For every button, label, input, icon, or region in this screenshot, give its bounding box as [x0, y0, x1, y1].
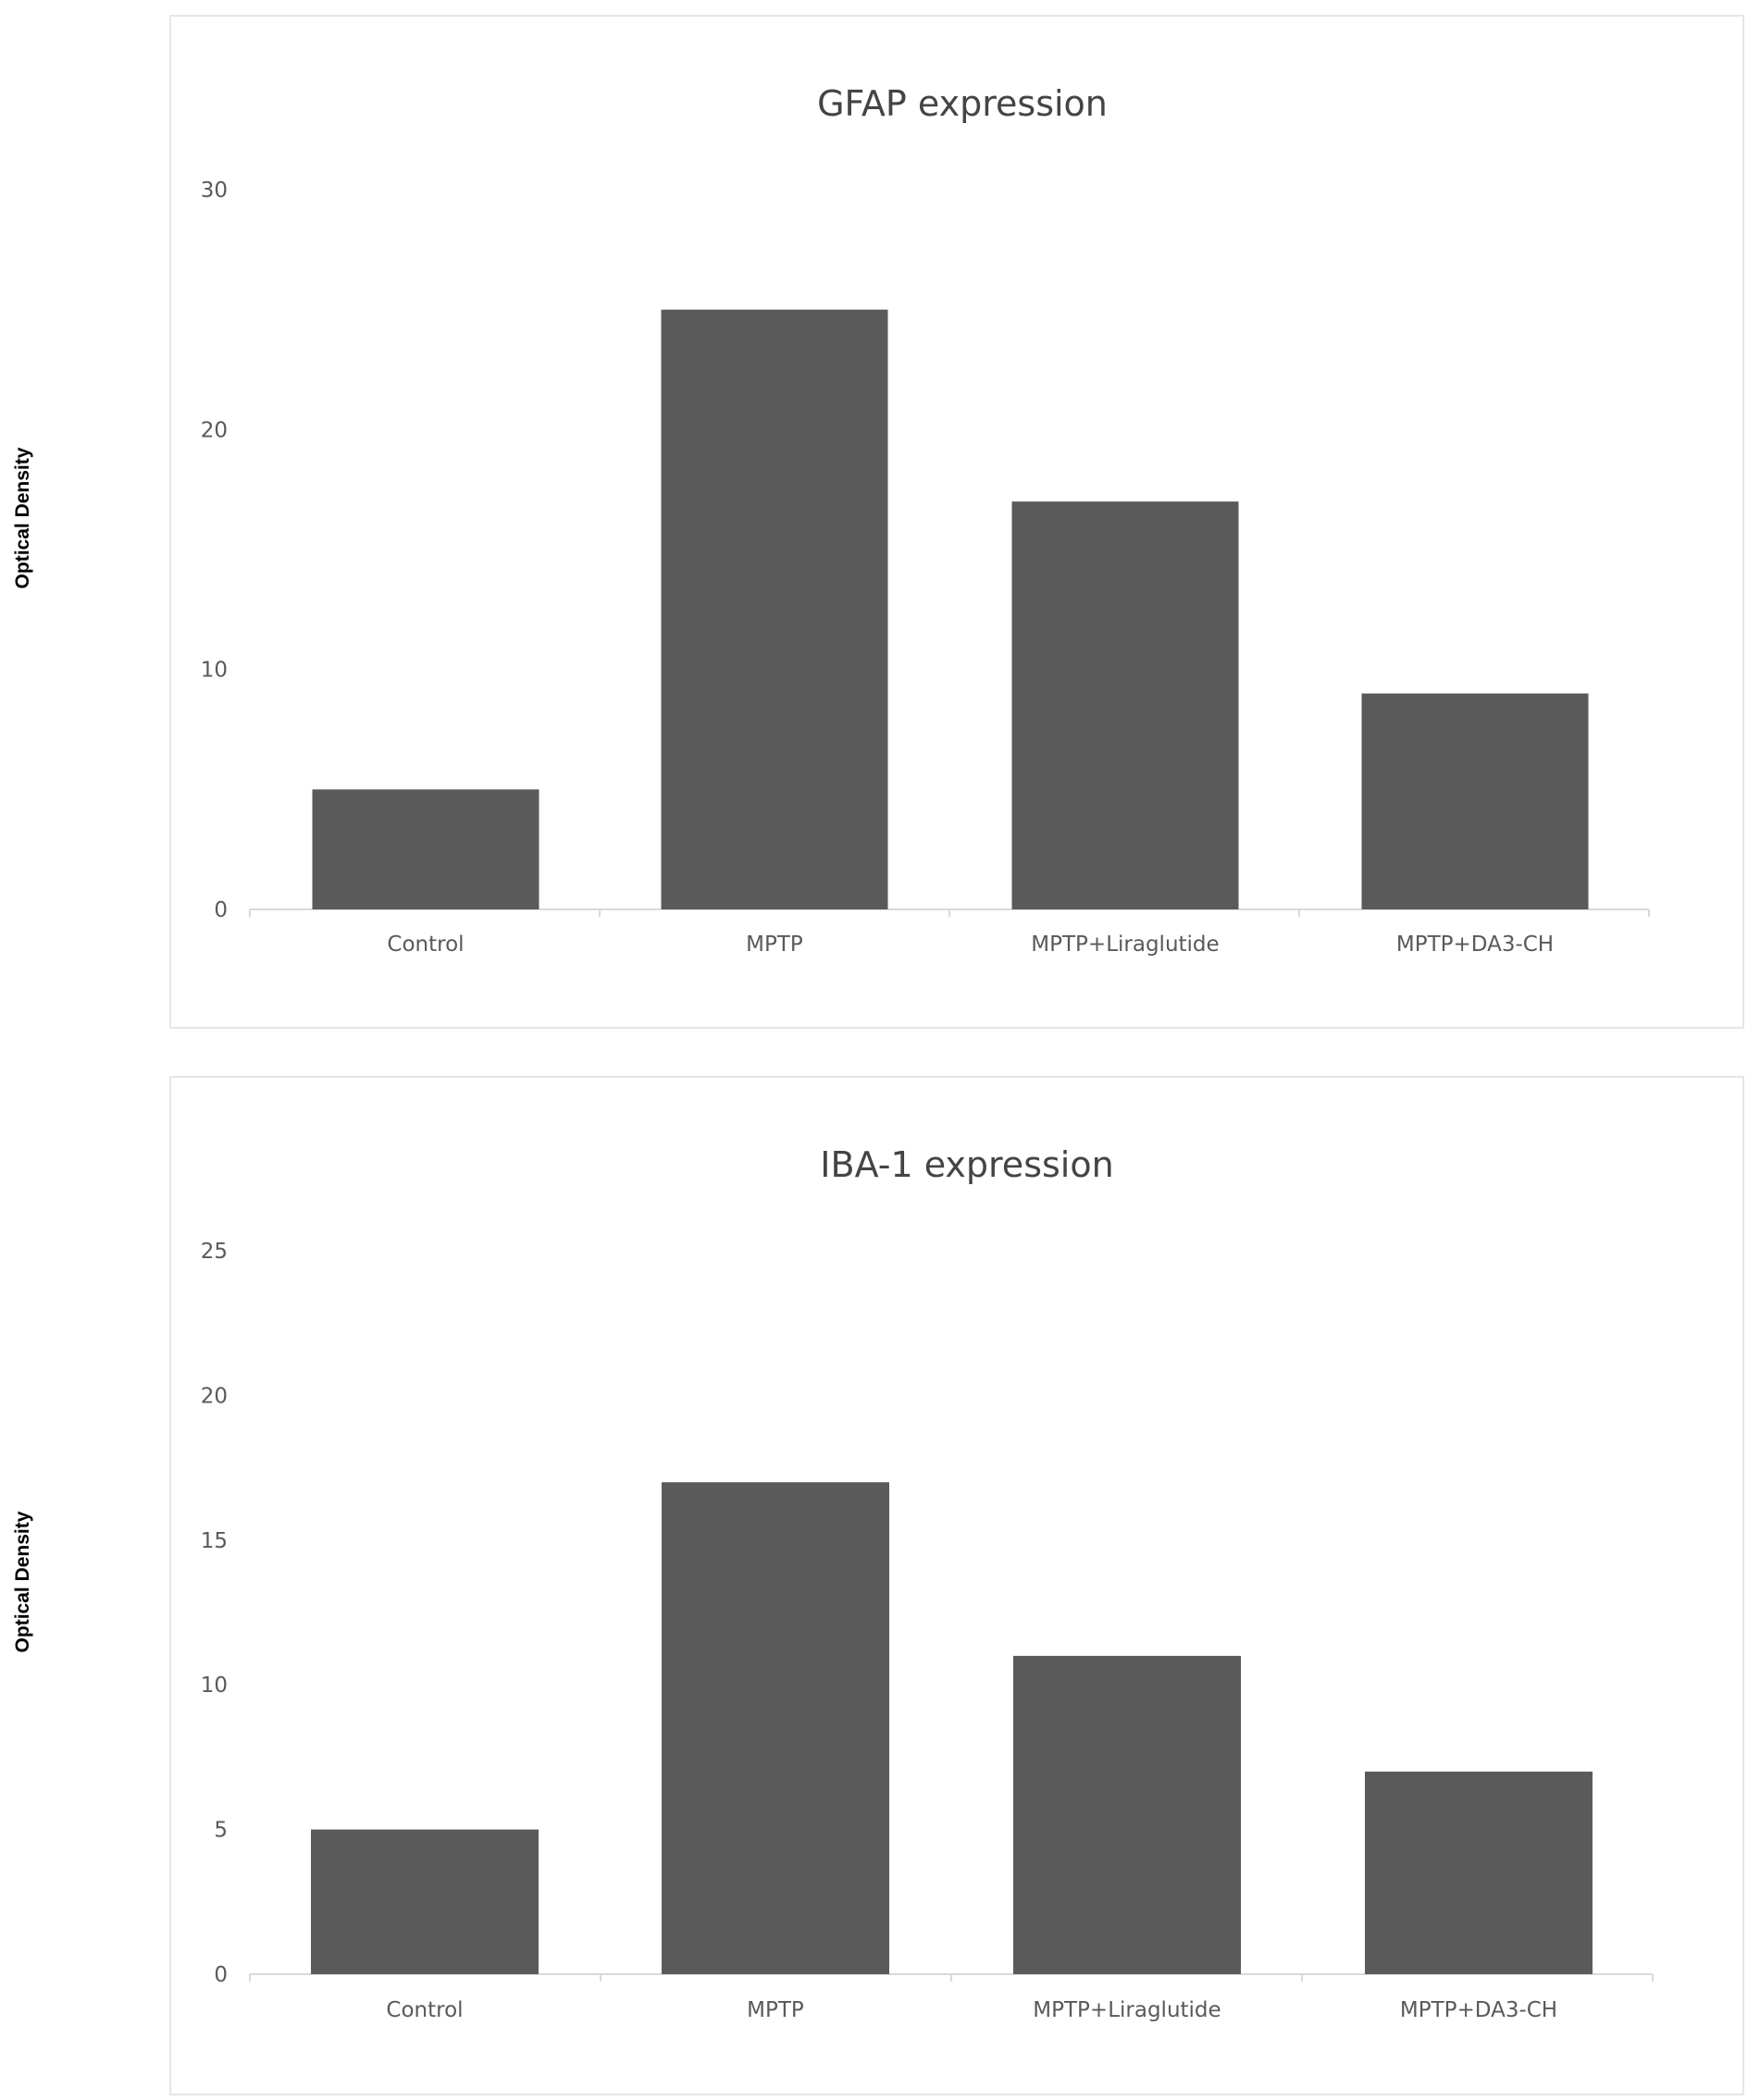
iba1-category-label: MPTP+Liraglutide	[1033, 1998, 1221, 2022]
gfap-y-tick-label: 10	[201, 659, 228, 683]
gfap-bar	[661, 309, 888, 910]
gfap-y-tick-label: 30	[201, 179, 228, 203]
iba1-category-label: MPTP	[747, 1998, 804, 2022]
iba1-bar	[311, 1829, 539, 1974]
iba1-y-tick-label: 25	[201, 1240, 228, 1264]
gfap-category-label: Control	[387, 933, 464, 957]
iba1-y-tick-label: 10	[201, 1674, 228, 1698]
gfap-y-tick-label: 20	[201, 418, 228, 442]
iba1-bar	[662, 1482, 889, 1974]
iba1-y-tick-label: 0	[214, 1963, 228, 1987]
iba1-chart-title: IBA-1 expression	[820, 1144, 1113, 1185]
iba1-category-label: MPTP+DA3-CH	[1400, 1998, 1557, 2022]
iba1-bar	[1365, 1772, 1593, 1974]
gfap-chart-title: GFAP expression	[817, 83, 1108, 124]
gfap-category-label: MPTP+Liraglutide	[1031, 933, 1219, 957]
gfap-bar-chart: GFAP expression 0 10 20 30 Control MPTP MPTP+L…	[201, 83, 1650, 957]
iba1-category-label: Control	[386, 1998, 463, 2022]
iba1-y-tick-label: 15	[201, 1529, 228, 1553]
iba1-bar	[1013, 1655, 1241, 1974]
gfap-bar	[1361, 693, 1589, 909]
iba1-y-tick-label: 5	[214, 1819, 228, 1843]
gfap-bar	[1011, 501, 1239, 909]
gfap-category-label: MPTP+DA3-CH	[1396, 933, 1554, 957]
gfap-bar	[312, 789, 539, 909]
gfap-category-label: MPTP	[746, 933, 803, 957]
iba1-y-tick-label: 20	[201, 1384, 228, 1408]
gfap-y-tick-label: 0	[214, 898, 228, 922]
